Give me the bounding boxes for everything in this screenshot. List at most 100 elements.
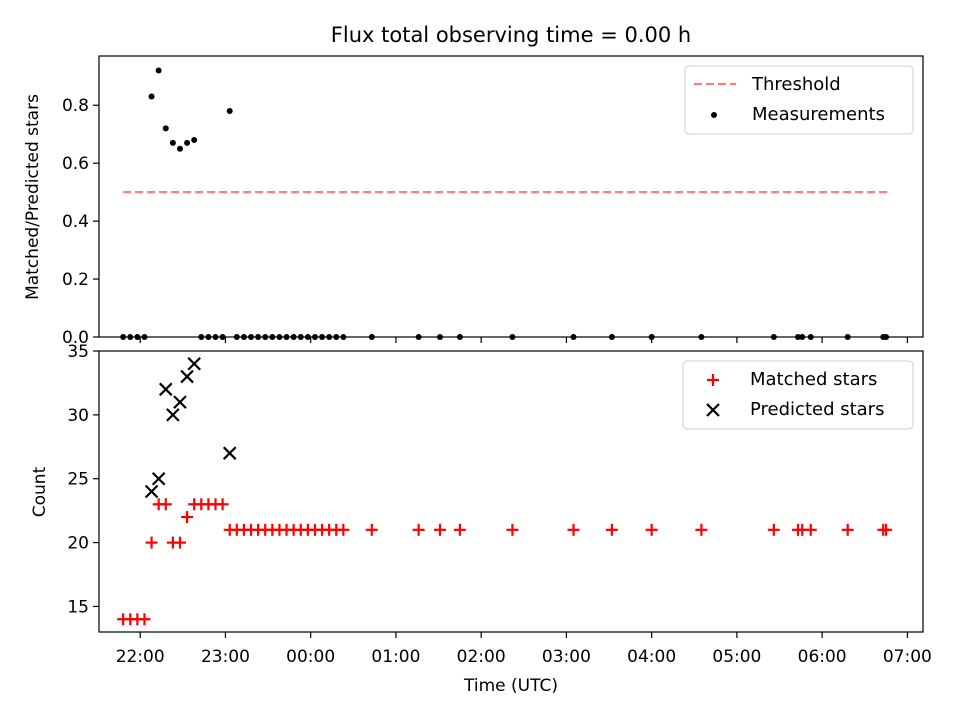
measurement-point (148, 93, 155, 100)
measurement-point (127, 334, 134, 340)
top-x-ticks (139, 337, 908, 343)
matched-star-point (453, 523, 466, 536)
predicted-star-point (222, 446, 237, 460)
measurement-point (368, 334, 375, 340)
measurement-point (240, 334, 247, 340)
predicted-star-point (180, 369, 194, 384)
measurement-point (297, 334, 304, 340)
matched-star-point (181, 511, 194, 524)
matched-star-point (365, 523, 378, 536)
legend-predicted-label: Predicted stars (750, 399, 884, 420)
matched-star-point (841, 523, 854, 536)
bottom-y-axis-label: Count (30, 466, 50, 517)
legend-matched-label: Matched stars (750, 369, 877, 390)
top-y-tick-label: 0.0 (62, 328, 89, 348)
measurement-point (226, 108, 233, 115)
legend-threshold-label: Threshold (751, 74, 841, 95)
x-tick-label: 05:00 (712, 647, 761, 667)
measurement-point (698, 334, 705, 340)
x-tick-label: 00:00 (286, 647, 335, 667)
measurement-point (311, 334, 318, 340)
x-tick-label: 02:00 (457, 647, 506, 667)
measurement-point (570, 334, 577, 340)
measurement-point (456, 334, 463, 340)
predicted-star-point (144, 484, 159, 499)
top-y-tick-label: 0.2 (62, 270, 89, 290)
measurement-point (608, 334, 615, 340)
top-legend-box (684, 65, 914, 135)
matched-star-point (145, 536, 158, 549)
legend-predicted-swatch (706, 403, 720, 417)
bottom-axes-frame (98, 350, 924, 633)
top-y-tick-label: 0.8 (62, 96, 89, 116)
matched-star-point (804, 523, 817, 536)
x-tick-label: 03:00 (542, 647, 591, 667)
bottom-y-tick-label: 20 (67, 534, 89, 554)
matched-star-point (216, 498, 229, 511)
matched-star-point (695, 523, 708, 536)
bottom-x-ticks: 22:00 23:00 00:00 01:00 02:00 03:00 04:00 05:00… (116, 632, 932, 667)
predicted-star-stroke (144, 484, 159, 499)
x-tick-label: 01:00 (371, 647, 420, 667)
measurement-point (283, 334, 290, 340)
measurement-point (184, 139, 191, 146)
measurement-point (844, 334, 851, 340)
predicted-star-stroke (166, 408, 180, 422)
measurement-point (169, 139, 176, 146)
measurement-point (262, 334, 269, 340)
measurement-point (219, 334, 226, 340)
matched-star-point (337, 523, 350, 536)
measurement-point (248, 334, 255, 340)
x-tick-label: 04:00 (627, 647, 676, 667)
measurement-point (269, 334, 276, 340)
matched-star-point (605, 523, 618, 536)
matched-star-point (567, 523, 580, 536)
measurement-point (120, 334, 127, 340)
matched-star-point (412, 523, 425, 536)
measurement-point (333, 334, 340, 340)
matched-star-point (173, 536, 186, 549)
measurement-point (807, 334, 814, 340)
measurement-point (770, 334, 777, 340)
measurement-point (191, 137, 198, 144)
bottom-y-tick-label: 15 (67, 597, 89, 617)
measurement-point (340, 334, 347, 340)
top-y-ticks: 0.0 0.2 0.4 0.6 0.8 (62, 96, 99, 348)
legend-matched-swatch (707, 374, 719, 386)
bottom-y-tick-label: 30 (67, 406, 89, 426)
measurement-point (436, 334, 443, 340)
predicted-star-stroke (187, 356, 201, 371)
bottom-legend: Matched stars Predicted stars (682, 360, 914, 430)
predicted-star-point (187, 356, 201, 371)
measurement-point (648, 334, 655, 340)
measurement-point (155, 67, 162, 74)
matched-star-point (767, 523, 780, 536)
measurement-point (141, 334, 148, 340)
measurement-point (415, 334, 422, 340)
bottom-legend-box (682, 360, 914, 430)
bottom-panel: 15 20 25 30 35 22:00 23:00 00:00 01:00 02:00 03:0… (30, 342, 932, 696)
measurement-point (509, 334, 516, 340)
predicted-star-stroke (222, 446, 237, 460)
legend-measurements-label: Measurements (752, 104, 885, 125)
predicted-star-point (151, 471, 166, 486)
top-plot-area (120, 67, 891, 340)
predicted-star-stroke (151, 471, 166, 486)
matched-star-point (880, 523, 893, 536)
measurement-point (255, 334, 262, 340)
predicted-star-stroke (180, 369, 194, 384)
predicted-star-point (166, 408, 180, 422)
x-tick-label: 07:00 (883, 647, 932, 667)
legend-measurements-swatch (711, 112, 717, 118)
matched-star-point (138, 613, 151, 626)
matched-star-point (433, 523, 446, 536)
predicted-star-point (173, 395, 187, 409)
x-tick-label: 23:00 (201, 647, 250, 667)
measurement-point (176, 145, 183, 152)
top-panel: 0.00.20.40.60.8 Matched/Predicted stars … (23, 55, 924, 348)
predicted-star-stroke (173, 395, 187, 409)
top-legend: Threshold Measurements (684, 65, 914, 135)
measurement-point (319, 334, 326, 340)
matched-star-point (506, 523, 519, 536)
